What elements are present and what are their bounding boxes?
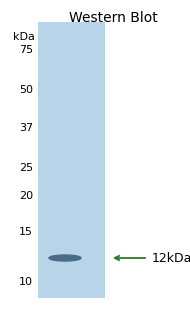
- Ellipse shape: [49, 255, 81, 261]
- Text: 50: 50: [19, 85, 33, 95]
- Text: Western Blot: Western Blot: [69, 11, 157, 25]
- Text: 37: 37: [19, 123, 33, 133]
- Text: kDa: kDa: [13, 32, 35, 42]
- Text: 75: 75: [19, 45, 33, 55]
- Text: 25: 25: [19, 163, 33, 173]
- Bar: [38, 22, 105, 298]
- Text: 12kDa: 12kDa: [152, 252, 190, 265]
- Text: 10: 10: [19, 277, 33, 287]
- Text: 20: 20: [19, 191, 33, 201]
- Text: 15: 15: [19, 227, 33, 237]
